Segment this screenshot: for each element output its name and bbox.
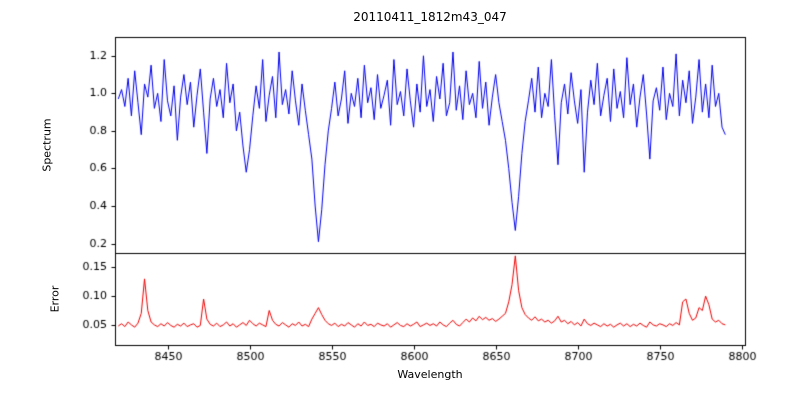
x-axis-label: Wavelength	[397, 368, 463, 381]
spectrum-y-axis-label: Spectrum	[40, 118, 54, 172]
error-y-axis-label: Error	[48, 285, 62, 313]
chart-title: 20110411_1812m43_047	[353, 10, 507, 24]
